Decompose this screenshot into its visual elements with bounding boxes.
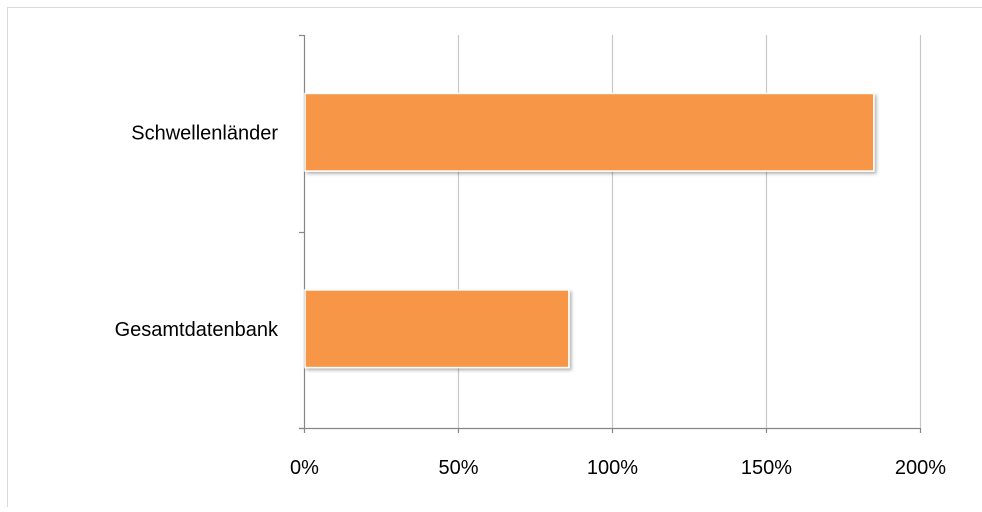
bars [305,93,874,367]
category-label: Schwellenländer [131,122,278,144]
x-tick-label: 150% [741,457,792,479]
x-tick-label: 200% [895,457,946,479]
x-tick-label: 50% [438,457,478,479]
bar-gesamtdatenbank [305,290,569,368]
category-label: Gesamtdatenbank [115,319,279,341]
category-labels: Schwellenländer Gesamtdatenbank [115,122,279,341]
chart-border [8,8,982,508]
x-tick-label: 100% [587,457,638,479]
tick-labels: 0% 50% 100% 150% 200% [290,457,946,479]
x-tick-label: 0% [290,457,319,479]
bar-schwellenlaender [305,93,874,171]
